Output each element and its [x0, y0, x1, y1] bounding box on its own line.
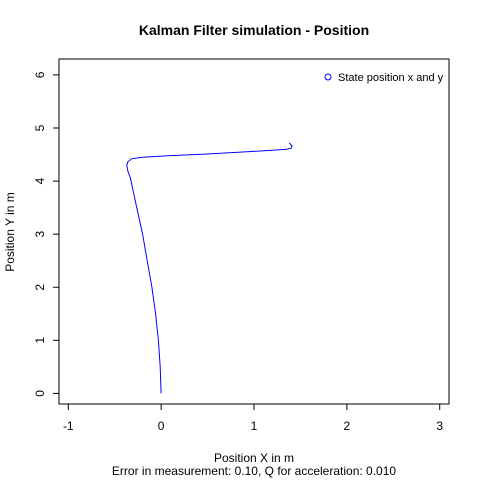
x-tick-label: 3	[436, 419, 443, 433]
x-tick-label: 0	[158, 419, 165, 433]
y-tick-label: 0	[33, 390, 47, 397]
chart-subtitle: Error in measurement: 0.10, Q for accele…	[112, 464, 396, 478]
y-tick-label: 4	[33, 177, 47, 184]
legend-label: State position x and y	[338, 72, 444, 84]
y-axis: 0 1 2 3 4 5 6	[33, 71, 59, 397]
legend-marker	[324, 73, 332, 81]
legend: State position x and y	[324, 72, 444, 84]
y-tick-label: 2	[33, 284, 47, 291]
y-tick-label: 6	[33, 71, 47, 78]
x-tick-label: -1	[63, 419, 74, 433]
x-tick-label: 2	[344, 419, 351, 433]
y-axis-title: Position Y in m	[3, 192, 17, 272]
x-axis: -1 0 1 2 3	[63, 404, 443, 433]
y-tick-label: 3	[33, 230, 47, 237]
x-tick-label: 1	[251, 419, 258, 433]
x-axis-title: Position X in m	[214, 451, 294, 465]
series-line	[126, 142, 293, 394]
y-tick-label: 5	[33, 124, 47, 131]
plot-frame	[58, 58, 450, 405]
series-layer	[126, 142, 293, 394]
y-tick-label: 1	[33, 337, 47, 344]
chart-title: Kalman Filter simulation - Position	[139, 22, 369, 38]
